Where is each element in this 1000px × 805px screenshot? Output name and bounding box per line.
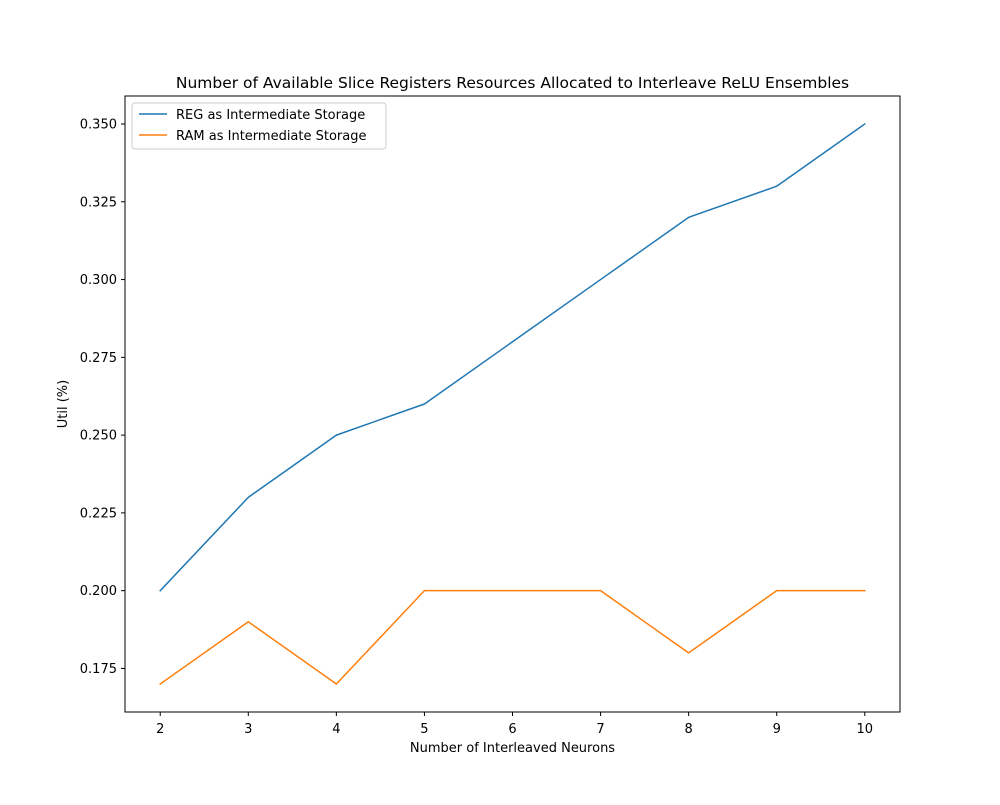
y-tick-label: 0.300 xyxy=(80,273,117,288)
y-axis-label: Util (%) xyxy=(56,380,71,428)
x-tick-label: 8 xyxy=(684,722,692,737)
x-tick-label: 5 xyxy=(420,722,428,737)
series-line-1 xyxy=(159,589,866,686)
x-tick-label: 4 xyxy=(332,722,340,737)
x-tick-label: 9 xyxy=(773,722,781,737)
legend: REG as Intermediate Storage RAM as Inter… xyxy=(131,102,387,150)
y-tick-label: 0.175 xyxy=(80,662,117,677)
x-tick-label: 3 xyxy=(244,722,252,737)
y-tick-label: 0.275 xyxy=(80,351,117,366)
x-axis-ticks: 2 3 4 5 6 7 8 9 10 xyxy=(156,712,873,737)
y-tick-label: 0.225 xyxy=(80,506,117,521)
x-axis-label: Number of Interleaved Neurons xyxy=(410,741,615,756)
series-layer xyxy=(159,122,866,686)
chart-title: Number of Available Slice Registers Reso… xyxy=(176,74,849,92)
x-tick-label: 2 xyxy=(156,722,164,737)
y-tick-label: 0.325 xyxy=(80,195,117,210)
y-tick-label: 0.200 xyxy=(80,584,117,599)
x-tick-label: 7 xyxy=(596,722,604,737)
legend-label-reg: REG as Intermediate Storage xyxy=(176,108,365,123)
x-tick-label: 10 xyxy=(856,722,873,737)
y-tick-label: 0.250 xyxy=(80,429,117,444)
series-line-0 xyxy=(159,122,866,592)
y-tick-label: 0.350 xyxy=(80,118,117,133)
legend-label-ram: RAM as Intermediate Storage xyxy=(176,129,367,144)
x-tick-label: 6 xyxy=(508,722,516,737)
y-axis-ticks: 0.175 0.200 0.225 0.250 0.275 0.300 0.325 0.350 xyxy=(80,118,125,677)
legend-frame xyxy=(131,102,387,150)
